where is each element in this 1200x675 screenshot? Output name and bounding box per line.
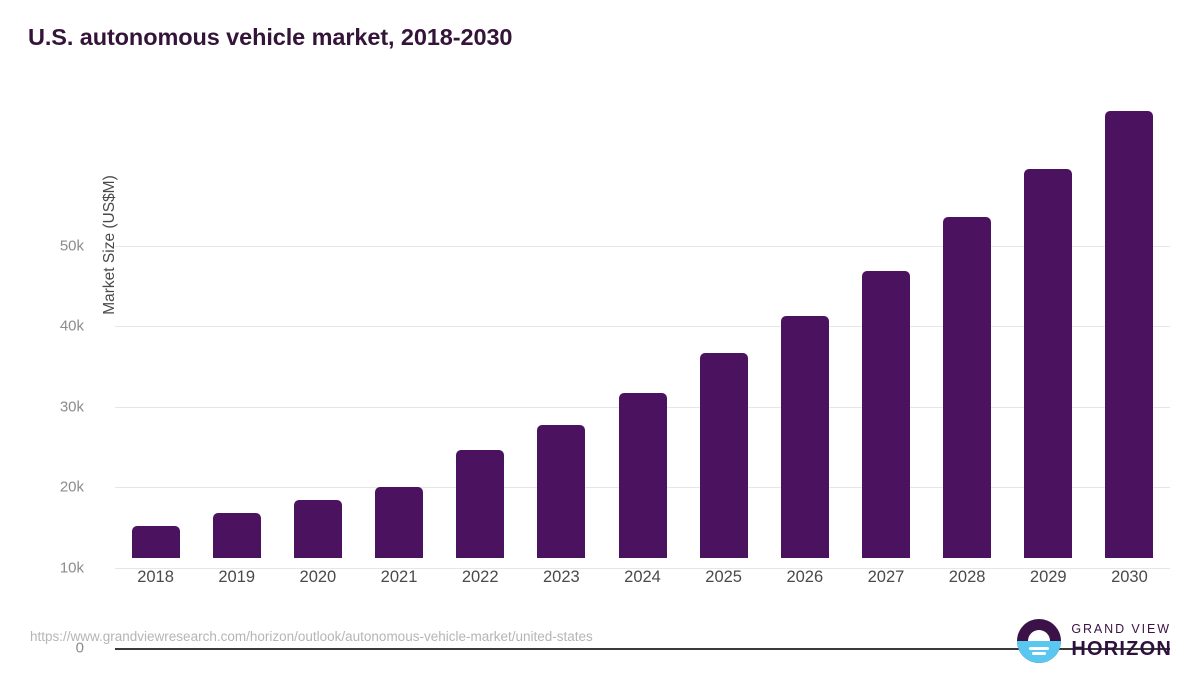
gridline [115, 567, 1170, 569]
x-axis-tick-label: 2018 [137, 568, 174, 586]
x-axis-tick-label: 2030 [1111, 568, 1148, 586]
brand-logo: GRAND VIEW HORIZON [1017, 617, 1172, 665]
bar-2026[interactable] [780, 316, 829, 558]
bar-2025[interactable] [699, 352, 748, 558]
x-axis-tick-label: 2028 [948, 568, 986, 586]
y-axis-tick-label: 10k [59, 559, 84, 577]
y-axis-tick-labels: 0 10k 20k 30k 40k 50k [0, 90, 100, 657]
bar-2018[interactable] [131, 525, 180, 558]
bar-2027[interactable] [861, 270, 910, 558]
y-axis-tick-label: 40k [59, 317, 84, 335]
bar-2030[interactable] [1105, 110, 1154, 558]
logo-water-half [1017, 641, 1062, 663]
bar-2022[interactable] [456, 450, 505, 558]
x-axis-tick-label: 2019 [218, 568, 256, 586]
x-axis-tick-labels: 2018 2019 2020 2021 2022 2023 2024 2025 2026 2027… [115, 568, 1170, 598]
source-url[interactable]: https://www.grandviewresearch.com/horizo… [30, 629, 593, 644]
logo-sun-dome [1028, 630, 1051, 641]
y-axis-tick-label: 30k [59, 398, 84, 416]
logo-line-horizon: HORIZON [1071, 638, 1172, 661]
y-axis-tick-label: 20k [59, 478, 84, 496]
horizon-sun-circle-icon [1017, 619, 1062, 663]
x-axis-tick-label: 2026 [786, 568, 824, 586]
y-axis-tick-label: 50k [59, 237, 84, 255]
x-axis-tick-label: 2022 [461, 568, 499, 586]
logo-ray-upper [1029, 646, 1050, 650]
bar-series [115, 90, 1170, 560]
bar-2024[interactable] [618, 393, 667, 558]
x-axis-line [115, 648, 1170, 650]
bar-2021[interactable] [375, 487, 424, 558]
x-axis-tick-label: 2025 [705, 568, 742, 586]
x-axis-tick-label: 2021 [380, 568, 418, 586]
bar-2019[interactable] [212, 512, 261, 558]
gridline [115, 246, 1170, 247]
bar-2029[interactable] [1024, 168, 1073, 558]
bar-2028[interactable] [943, 217, 992, 558]
y-axis-tick-label: 0 [75, 639, 84, 657]
x-axis-tick-label: 2024 [624, 568, 661, 586]
logo-wordmark: GRAND VIEW HORIZON [1071, 623, 1172, 660]
x-axis-tick-label: 2020 [299, 568, 337, 586]
logo-line-grand-view: GRAND VIEW [1071, 621, 1171, 636]
logo-ray-lower [1032, 652, 1047, 655]
bar-2020[interactable] [293, 500, 342, 558]
gridline [115, 326, 1170, 328]
x-axis-tick-label: 2023 [542, 568, 580, 586]
page-title: U.S. autonomous vehicle market, 2018-203… [28, 24, 513, 50]
x-axis-tick-label: 2027 [867, 568, 905, 586]
bar-2023[interactable] [537, 425, 586, 558]
x-axis-tick-label: 2029 [1029, 568, 1067, 586]
